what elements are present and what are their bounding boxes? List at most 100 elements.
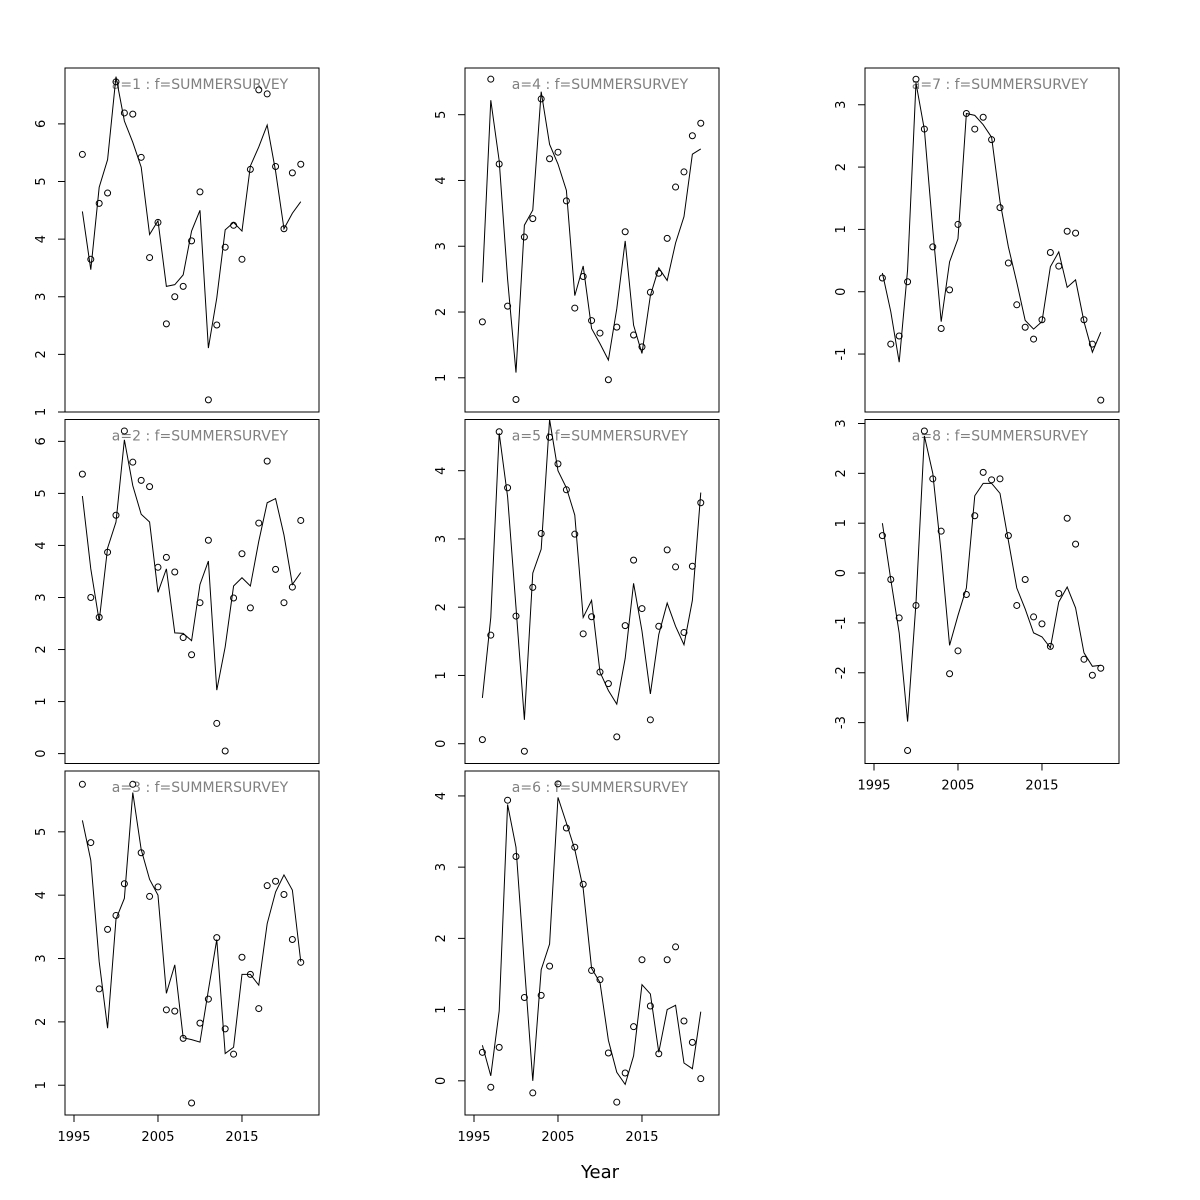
data-point: [646, 1002, 654, 1010]
data-point: [188, 237, 196, 245]
data-point: [546, 155, 554, 163]
data-point: [1063, 227, 1071, 235]
data-point: [504, 302, 512, 310]
y-tick-label: 1: [434, 1005, 449, 1013]
data-point: [537, 991, 545, 999]
x-tick-label: 2015: [225, 1130, 258, 1145]
x-tick-label: 2005: [141, 1130, 174, 1145]
data-point: [520, 993, 528, 1001]
data-point: [680, 1017, 688, 1025]
data-point: [104, 925, 112, 933]
data-point: [196, 1019, 204, 1027]
data-point: [588, 317, 596, 325]
data-point: [120, 427, 128, 435]
data-point: [162, 1006, 170, 1014]
data-point: [171, 568, 179, 576]
x-tick-label: 2015: [625, 1130, 658, 1145]
data-point: [929, 243, 937, 251]
data-point: [495, 1043, 503, 1051]
x-tick-label: 1995: [857, 779, 890, 794]
y-tick-label: 3: [434, 535, 449, 543]
y-tick-label: 0: [434, 740, 449, 748]
data-point: [221, 1025, 229, 1033]
y-tick-label: 3: [34, 593, 49, 601]
panel-title: a=8 : f=SUMMERSURVEY: [912, 429, 1089, 445]
x-tick-label: 2005: [941, 779, 974, 794]
data-point: [154, 218, 162, 226]
y-tick-label: 6: [34, 120, 49, 128]
data-point: [937, 527, 945, 535]
data-point: [878, 532, 886, 540]
data-point: [588, 613, 596, 621]
data-point: [554, 780, 562, 788]
data-point: [171, 1007, 179, 1015]
fitted-line: [481, 419, 702, 720]
y-tick-label: 1: [34, 697, 49, 705]
y-tick-label: 2: [834, 163, 849, 171]
data-point: [120, 109, 128, 117]
data-point: [297, 516, 305, 524]
data-point: [238, 255, 246, 263]
data-point: [154, 883, 162, 891]
data-point: [280, 891, 288, 899]
data-point: [1063, 514, 1071, 522]
data-point: [1038, 620, 1046, 628]
data-point: [946, 286, 954, 294]
data-point: [288, 169, 296, 177]
data-point: [688, 1038, 696, 1046]
fitted-line: [481, 797, 702, 1086]
panel: a=2 : f=SUMMERSURVEY 0 1 2 3 4 5 6: [34, 419, 320, 764]
data-point: [954, 220, 962, 228]
y-tick-label: 0: [34, 749, 49, 757]
data-point: [487, 1083, 495, 1091]
data-point: [272, 565, 280, 573]
data-point: [621, 622, 629, 630]
data-point: [920, 427, 928, 435]
y-tick-label: 2: [34, 350, 49, 358]
data-point: [263, 90, 271, 98]
data-point: [221, 747, 229, 755]
y-tick-label: 2: [434, 308, 449, 316]
y-tick-label: 4: [34, 541, 49, 549]
y-tick-label: 0: [834, 288, 849, 296]
x-axis-label: Year: [580, 1162, 620, 1183]
data-point: [672, 943, 680, 951]
plot-frame: [64, 770, 320, 1116]
data-point: [680, 628, 688, 636]
plot-frame: [64, 67, 320, 413]
data-point: [638, 605, 646, 613]
data-point: [878, 274, 886, 282]
data-point: [213, 719, 221, 727]
panel: a=8 : f=SUMMERSURVEY -3 -2 -1 0 1 2 3 1995 2005 20…: [834, 419, 1120, 794]
data-point: [297, 160, 305, 168]
data-point: [129, 458, 137, 466]
data-point: [504, 796, 512, 804]
data-point: [154, 563, 162, 571]
plot-frame: [464, 419, 720, 764]
y-tick-label: -1: [834, 348, 849, 361]
data-point: [529, 1089, 537, 1097]
y-tick-label: 5: [34, 828, 49, 836]
y-tick-label: 2: [834, 469, 849, 477]
y-tick-label: 3: [434, 863, 449, 871]
data-point: [979, 468, 987, 476]
data-point: [1030, 613, 1038, 621]
data-point: [621, 228, 629, 236]
data-point: [672, 183, 680, 191]
data-point: [979, 113, 987, 121]
data-point: [937, 324, 945, 332]
x-tick-label: 1995: [57, 1130, 90, 1145]
panel: a=7 : f=SUMMERSURVEY -1 0 1 2 3: [834, 67, 1120, 413]
data-point: [562, 197, 570, 205]
data-point: [1072, 229, 1080, 237]
plot-frame: [64, 419, 320, 764]
data-point: [78, 150, 86, 158]
data-point: [554, 460, 562, 468]
data-point: [204, 995, 212, 1003]
data-point: [904, 747, 912, 755]
data-point: [1038, 316, 1046, 324]
panel: a=5 : f=SUMMERSURVEY 0 1 2 3 4: [434, 419, 720, 764]
data-point: [904, 278, 912, 286]
fitted-line: [481, 91, 702, 373]
